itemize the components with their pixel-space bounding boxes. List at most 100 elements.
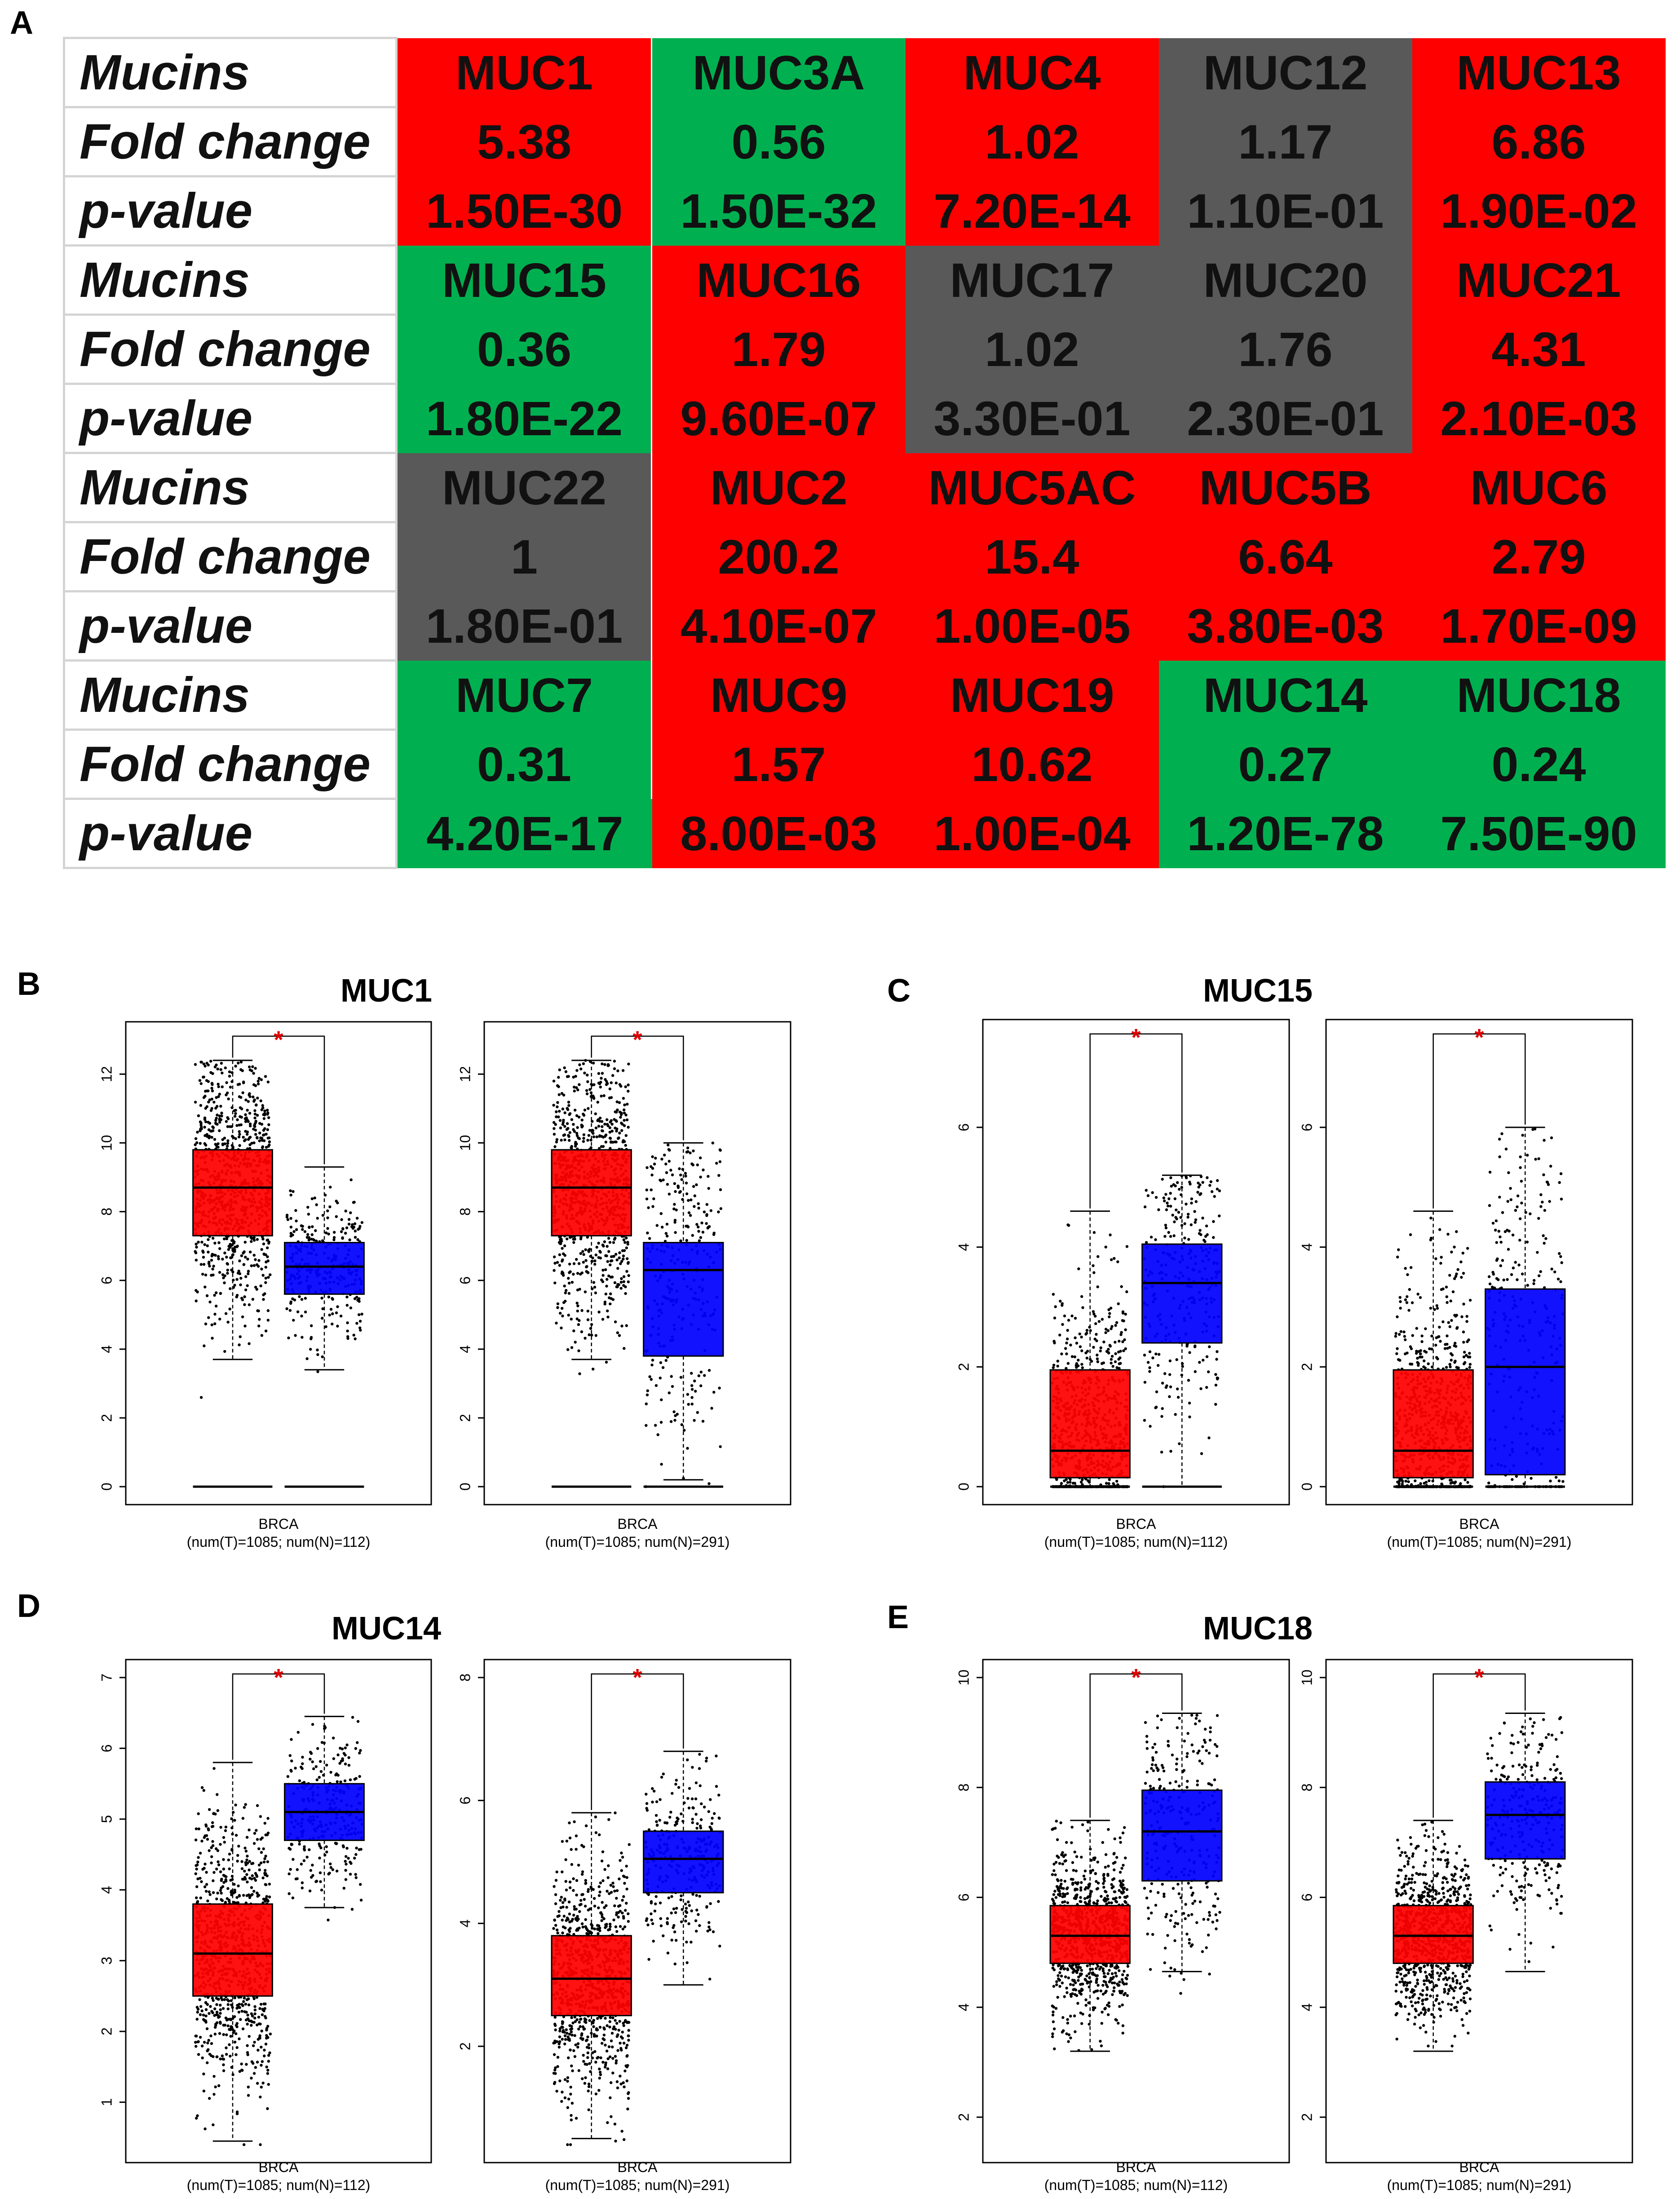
- mucin-cell-fold: 1.17: [1158, 107, 1412, 177]
- data-point: [1496, 1257, 1499, 1260]
- data-point: [609, 1302, 612, 1306]
- data-point: [244, 1255, 247, 1259]
- data-point: [1075, 1342, 1079, 1345]
- data-point: [209, 1109, 213, 1112]
- data-point: [557, 1093, 561, 1096]
- data-point: [292, 1319, 295, 1322]
- data-point: [578, 1083, 581, 1086]
- data-point: [1453, 1277, 1456, 1280]
- data-point: [210, 1258, 213, 1262]
- data-point: [616, 1267, 619, 1270]
- data-point: [1440, 1482, 1443, 1486]
- data-point: [1501, 1211, 1504, 1214]
- data-point: [1434, 1257, 1437, 1260]
- data-point: [619, 1116, 622, 1119]
- data-point: [564, 1299, 567, 1303]
- data-point: [199, 1104, 203, 1107]
- mucin-cell-name: MUC5AC: [905, 453, 1159, 522]
- data-point: [576, 1126, 579, 1129]
- data-point: [316, 1348, 319, 1351]
- data-point: [593, 1263, 597, 1266]
- data-point: [215, 1117, 218, 1120]
- mucin-cell-fold: 5.38: [396, 107, 652, 177]
- mucin-cell-p: 1.70E-09: [1412, 591, 1666, 661]
- data-point: [345, 1226, 349, 1229]
- mucin-cell-fold: 1.79: [652, 314, 906, 384]
- data-point: [582, 1062, 585, 1065]
- data-point: [1163, 1235, 1167, 1238]
- data-point: [609, 1292, 612, 1295]
- data-point: [211, 1083, 214, 1086]
- data-point: [693, 1205, 696, 1208]
- data-point: [234, 1108, 237, 1112]
- data-point: [692, 1185, 695, 1188]
- significance-bracket: [232, 1035, 325, 1165]
- data-point: [1396, 1480, 1399, 1484]
- data-point: [1436, 1357, 1439, 1360]
- data-point: [606, 1316, 610, 1319]
- data-point: [605, 1254, 608, 1258]
- data-point: [1521, 1272, 1524, 1276]
- data-point: [581, 1250, 584, 1253]
- data-point: [1080, 1335, 1083, 1339]
- data-point: [579, 1236, 583, 1239]
- data-point: [1201, 1181, 1204, 1184]
- data-point: [256, 1096, 259, 1100]
- data-point: [259, 1099, 262, 1103]
- data-point: [293, 1298, 296, 1302]
- data-point: [558, 1119, 562, 1122]
- data-point: [286, 1218, 290, 1221]
- data-point: [1427, 1362, 1430, 1365]
- data-point: [606, 1260, 609, 1263]
- data-point: [1122, 1349, 1125, 1352]
- data-point: [1167, 1197, 1171, 1201]
- data-point: [264, 1266, 267, 1269]
- data-point: [1546, 1181, 1549, 1184]
- data-point: [591, 1120, 594, 1123]
- data-point: [606, 1118, 609, 1122]
- data-point: [645, 1188, 648, 1192]
- data-point: [253, 1116, 256, 1120]
- data-point: [305, 1357, 309, 1360]
- data-point: [700, 1221, 703, 1224]
- data-point: [266, 1255, 269, 1258]
- data-point: [266, 1108, 269, 1112]
- data-point: [333, 1231, 336, 1234]
- mucin-cell-fold: 2.79: [1412, 522, 1666, 592]
- data-point: [572, 1329, 575, 1333]
- data-point: [1079, 1345, 1082, 1348]
- data-point: [351, 1227, 355, 1230]
- mucin-cell-p: 1.80E-01: [396, 591, 652, 661]
- data-point: [266, 1246, 269, 1250]
- data-point: [341, 1227, 345, 1230]
- mucin-cell-fold: 1.02: [905, 107, 1159, 177]
- data-point: [205, 1062, 208, 1065]
- data-point: [696, 1411, 699, 1414]
- data-point: [226, 1320, 230, 1324]
- data-point: [1114, 1352, 1117, 1356]
- data-point: [243, 1325, 247, 1328]
- data-point: [199, 1396, 203, 1399]
- data-point: [1162, 1196, 1165, 1200]
- data-point: [618, 1110, 622, 1114]
- data-point: [233, 1250, 236, 1253]
- data-point: [1077, 1359, 1080, 1362]
- data-point: [654, 1157, 657, 1160]
- data-point: [1092, 1346, 1095, 1349]
- mucin-cell-fold: 0.56: [652, 107, 906, 177]
- y-tick-label: 2: [1299, 1363, 1315, 1371]
- data-point: [1099, 1346, 1102, 1349]
- data-point: [351, 1223, 354, 1226]
- data-point: [695, 1223, 699, 1226]
- mucin-cell-p: 1.20E-78: [1158, 799, 1412, 868]
- data-point: [1446, 1232, 1450, 1236]
- data-point: [248, 1065, 251, 1069]
- data-point: [1216, 1188, 1219, 1191]
- data-point: [1454, 1345, 1458, 1348]
- data-point: [563, 1244, 566, 1247]
- data-point: [1449, 1482, 1452, 1485]
- data-point: [1466, 1481, 1469, 1484]
- data-point: [1124, 1328, 1127, 1331]
- data-point: [576, 1304, 579, 1307]
- data-point: [717, 1210, 720, 1214]
